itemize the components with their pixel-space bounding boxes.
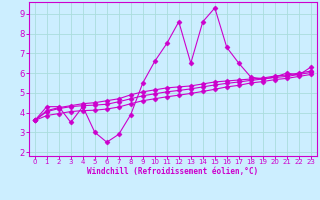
X-axis label: Windchill (Refroidissement éolien,°C): Windchill (Refroidissement éolien,°C) — [87, 167, 258, 176]
